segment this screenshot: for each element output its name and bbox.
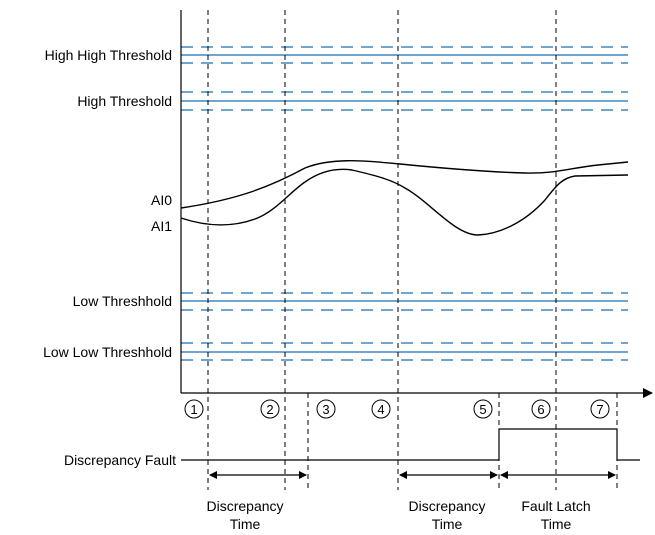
threshold-high-high [181,46,628,64]
threshold-low-low [181,342,628,361]
marker-6-label: 6 [537,402,544,417]
marker-7: 7 [590,399,610,419]
marker-5: 5 [473,399,493,419]
marker-7-label: 7 [596,402,603,417]
marker-2-label: 2 [266,402,273,417]
marker-4-label: 4 [377,402,384,417]
label-low-low-threshold: Low Low Threshhold [43,344,172,360]
signal-ai0-curve [180,160,629,209]
discrepancy-fault-signal [181,428,640,461]
threshold-low [181,292,628,311]
marker-3-label: 3 [322,402,329,417]
interval-label-fault-latch-time-line1: Fault Latch [521,498,590,514]
label-ai0: AI0 [151,192,172,208]
interval-label-fault-latch-time-line2: Time [541,516,572,532]
threshold-high [181,91,628,111]
label-high-high-threshold: High High Threshold [45,47,172,63]
marker-1-label: 1 [190,402,197,417]
label-ai1: AI1 [151,218,172,234]
marker-1: 1 [184,399,204,419]
signal-ai1-curve [180,168,629,236]
marker-6: 6 [531,399,551,419]
label-high-threshold: High Threshold [77,93,172,109]
marker-4: 4 [371,399,391,419]
label-discrepancy-fault: Discrepancy Fault [64,452,176,468]
interval-label-discrepancy-time-2-line1: Discrepancy [408,498,485,514]
marker-2: 2 [260,399,280,419]
label-low-threshold: Low Threshhold [73,293,172,309]
marker-3: 3 [316,399,336,419]
interval-label-discrepancy-time-1-line1: Discrepancy [206,498,283,514]
interval-label-discrepancy-time-1-line2: Time [230,516,261,532]
marker-5-label: 5 [479,402,486,417]
interval-label-discrepancy-time-2-line2: Time [432,516,463,532]
